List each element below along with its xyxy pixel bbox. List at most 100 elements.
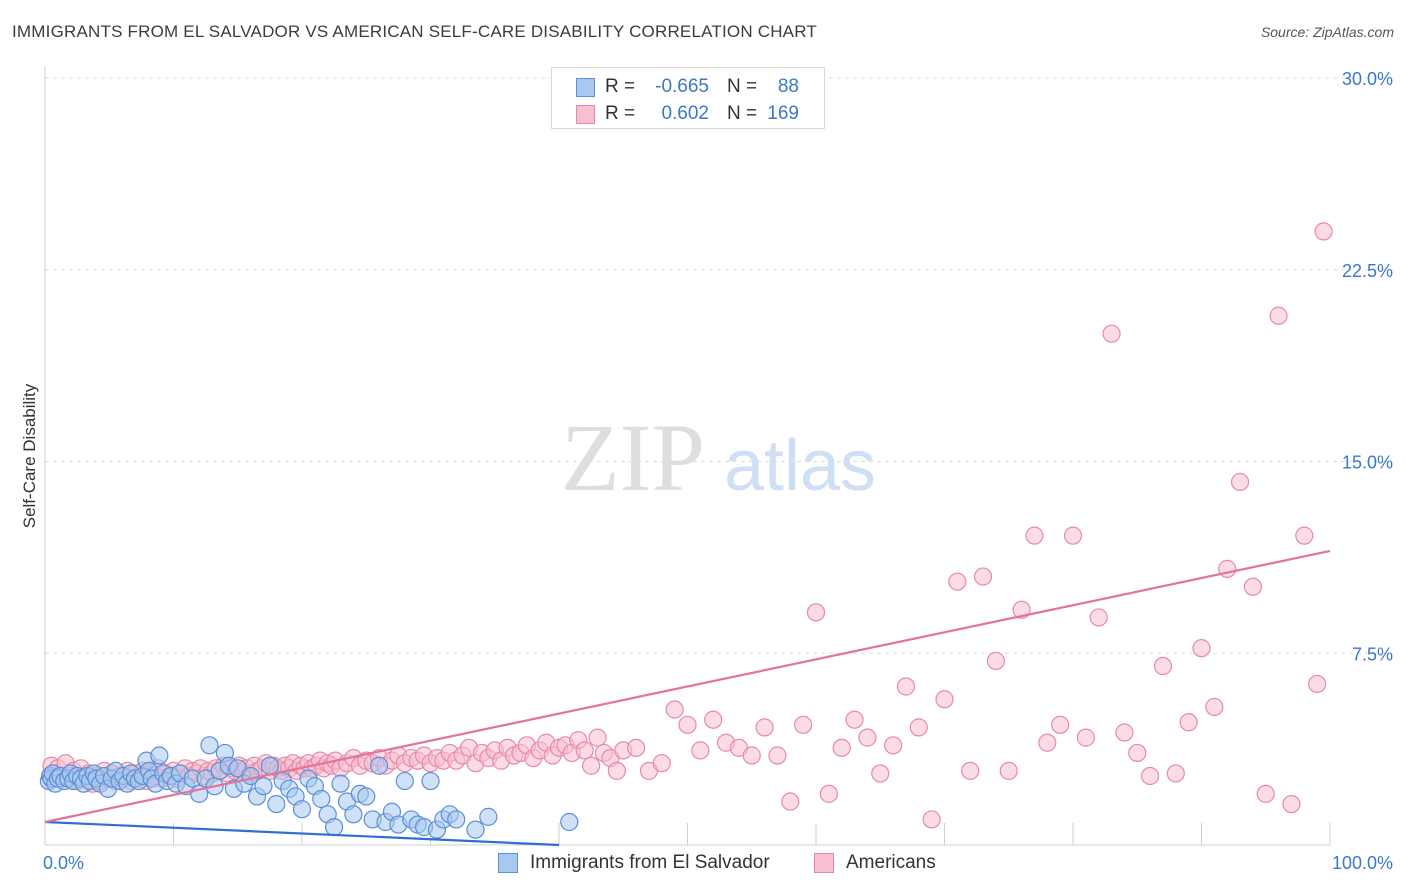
americans-point	[973, 567, 993, 586]
americans-point	[1243, 577, 1263, 596]
el-salvador-point	[466, 820, 485, 839]
americans-point	[1282, 794, 1301, 814]
gridlines	[45, 77, 1390, 654]
legend-row-el-salvador: R = -0.665 N = 88	[576, 74, 799, 100]
el-salvador-trend-line	[44, 820, 560, 847]
el-salvador-point	[325, 818, 344, 837]
x-tick-label: 0.0%	[43, 853, 84, 873]
legend-label: Immigrants from El Salvador	[530, 852, 770, 873]
americans-point	[1076, 728, 1095, 747]
americans-point	[819, 784, 838, 803]
americans-point	[1038, 733, 1057, 752]
americans-point	[665, 700, 684, 719]
el-salvador-point	[312, 789, 331, 809]
watermark-zip: ZIP	[561, 404, 705, 511]
americans-point	[999, 761, 1018, 780]
americans-point	[832, 738, 851, 757]
y-tick-label: 15.0%	[1342, 453, 1393, 473]
blue-swatch	[498, 853, 518, 873]
y-axis-label: Self-Care Disability	[20, 383, 39, 528]
legend-item-americans[interactable]: Americans	[814, 852, 936, 874]
americans-point	[626, 738, 646, 757]
watermark-atlas: atlas	[724, 426, 876, 506]
americans-point	[1128, 743, 1147, 763]
americans-point	[871, 764, 890, 783]
el-salvador-point	[447, 810, 466, 829]
el-salvador-points	[39, 736, 579, 839]
americans-point	[575, 741, 594, 760]
americans-point	[691, 741, 710, 760]
series-legend: Immigrants from El Salvador Americans	[0, 850, 1406, 880]
americans-point	[652, 754, 671, 773]
el-salvador-point	[260, 756, 279, 775]
americans-point	[755, 718, 774, 737]
americans-point	[896, 677, 916, 696]
americans-point	[1153, 656, 1173, 676]
americans-point	[1230, 472, 1250, 492]
americans-point	[1205, 697, 1224, 717]
n-label: N =	[727, 76, 758, 97]
americans-point	[845, 710, 864, 729]
americans-point	[1192, 639, 1211, 658]
americans-point	[704, 710, 723, 729]
el-salvador-point	[357, 787, 376, 806]
americans-point	[935, 690, 954, 709]
americans-point	[1140, 766, 1160, 786]
legend-label: Americans	[846, 852, 936, 873]
chart-title: IMMIGRANTS FROM EL SALVADOR VS AMERICAN …	[12, 22, 817, 41]
y-tick-label: 7.5%	[1352, 644, 1393, 664]
n-label: N =	[727, 103, 758, 124]
tick-labels: 7.5% 15.0% 22.5% 30.0% 0.0% 100.0%	[43, 69, 1393, 873]
americans-point	[1063, 526, 1083, 545]
y-tick-label: 22.5%	[1342, 261, 1393, 281]
americans-point	[883, 736, 903, 755]
americans-point	[607, 761, 626, 780]
americans-point	[1025, 526, 1044, 545]
correlation-legend: R = -0.665 N = 88 R = 0.602 N = 169	[551, 67, 825, 129]
americans-point	[1314, 222, 1333, 241]
pink-swatch	[576, 104, 595, 124]
americans-point	[986, 651, 1006, 671]
americans-point	[1295, 526, 1314, 545]
el-salvador-point	[560, 812, 579, 832]
americans-point	[909, 718, 928, 737]
el-salvador-point	[395, 771, 414, 791]
americans-point	[1308, 674, 1327, 694]
americans-point	[1269, 306, 1288, 325]
y-tick-label: 30.0%	[1342, 69, 1393, 89]
el-salvador-point	[370, 756, 389, 775]
americans-point	[1051, 715, 1070, 734]
el-salvador-point	[254, 777, 273, 796]
americans-point	[1166, 764, 1185, 783]
watermark: ZIP atlas	[561, 404, 876, 511]
r-value: -0.665	[655, 76, 709, 97]
americans-point	[1256, 784, 1275, 803]
el-salvador-point	[344, 805, 363, 824]
americans-point	[781, 792, 800, 811]
axes	[44, 66, 1331, 846]
r-label: R =	[605, 76, 636, 97]
trend-lines	[44, 549, 1331, 847]
americans-point	[858, 728, 877, 747]
americans-point	[582, 756, 601, 775]
n-value: 169	[767, 103, 799, 124]
el-salvador-point	[200, 736, 219, 755]
r-label: R =	[605, 103, 636, 124]
el-salvador-point	[292, 800, 312, 819]
legend-item-el-salvador[interactable]: Immigrants from El Salvador	[498, 852, 770, 874]
pink-swatch	[814, 853, 834, 873]
legend-row-americans: R = 0.602 N = 169	[576, 101, 799, 127]
americans-trend-line	[44, 549, 1331, 824]
el-salvador-point	[421, 771, 440, 791]
americans-point	[1089, 608, 1108, 627]
americans-point	[768, 746, 787, 765]
blue-swatch	[576, 77, 595, 97]
americans-points	[42, 222, 1333, 829]
americans-point	[961, 761, 980, 780]
el-salvador-point	[331, 774, 350, 793]
source-credit: Source: ZipAtlas.com	[1260, 24, 1394, 40]
x-tick-label: 100.0%	[1332, 853, 1393, 873]
el-salvador-point	[150, 746, 169, 765]
el-salvador-point	[479, 807, 498, 826]
